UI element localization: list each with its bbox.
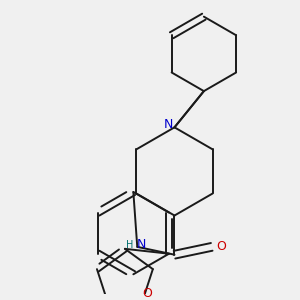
Text: N: N <box>136 238 146 251</box>
Text: O: O <box>217 240 226 254</box>
Text: H: H <box>126 240 133 250</box>
Text: O: O <box>142 287 152 300</box>
Text: N: N <box>164 118 173 131</box>
